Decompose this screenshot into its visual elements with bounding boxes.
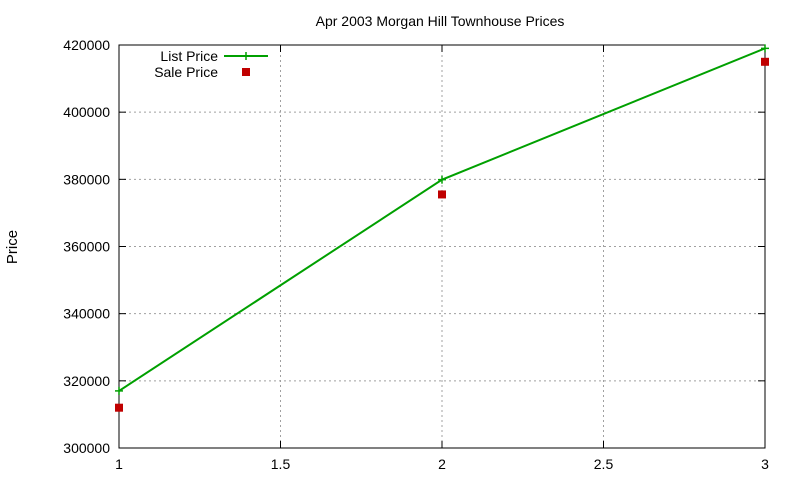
sale-price-point [115,403,123,412]
list-price-point [761,44,769,53]
x-tick-label: 2.5 [594,456,614,472]
x-tick-label: 1.5 [271,456,291,472]
x-tick-label: 1 [115,456,123,472]
list-price-point [115,386,123,395]
legend-swatch-plus [242,52,250,60]
list-price-line [118,47,766,392]
y-tick-label: 300000 [63,440,110,456]
y-tick-label: 340000 [63,306,110,322]
legend-swatch-square [242,68,250,76]
axis-ticks: 1 1.5 2 2.5 3 300000 320000 340000 360000 380000 4… [63,37,769,472]
grid-lines [119,45,765,448]
list-price-point [438,175,446,184]
sale-price-point [761,57,769,66]
legend-label-0: List Price [160,48,218,64]
y-tick-label: 320000 [63,373,110,389]
y-axis-label: Price [4,230,21,264]
sale-price-point [438,190,446,199]
series-layer [115,44,769,412]
legend-label-1: Sale Price [154,64,218,80]
x-tick-label: 2 [438,456,446,472]
chart-title: Apr 2003 Morgan Hill Townhouse Prices [316,13,565,29]
y-tick-label: 360000 [63,239,110,255]
y-tick-label: 380000 [63,171,110,187]
x-tick-label: 3 [761,456,769,472]
y-tick-label: 420000 [63,37,110,53]
y-tick-label: 400000 [63,104,110,120]
